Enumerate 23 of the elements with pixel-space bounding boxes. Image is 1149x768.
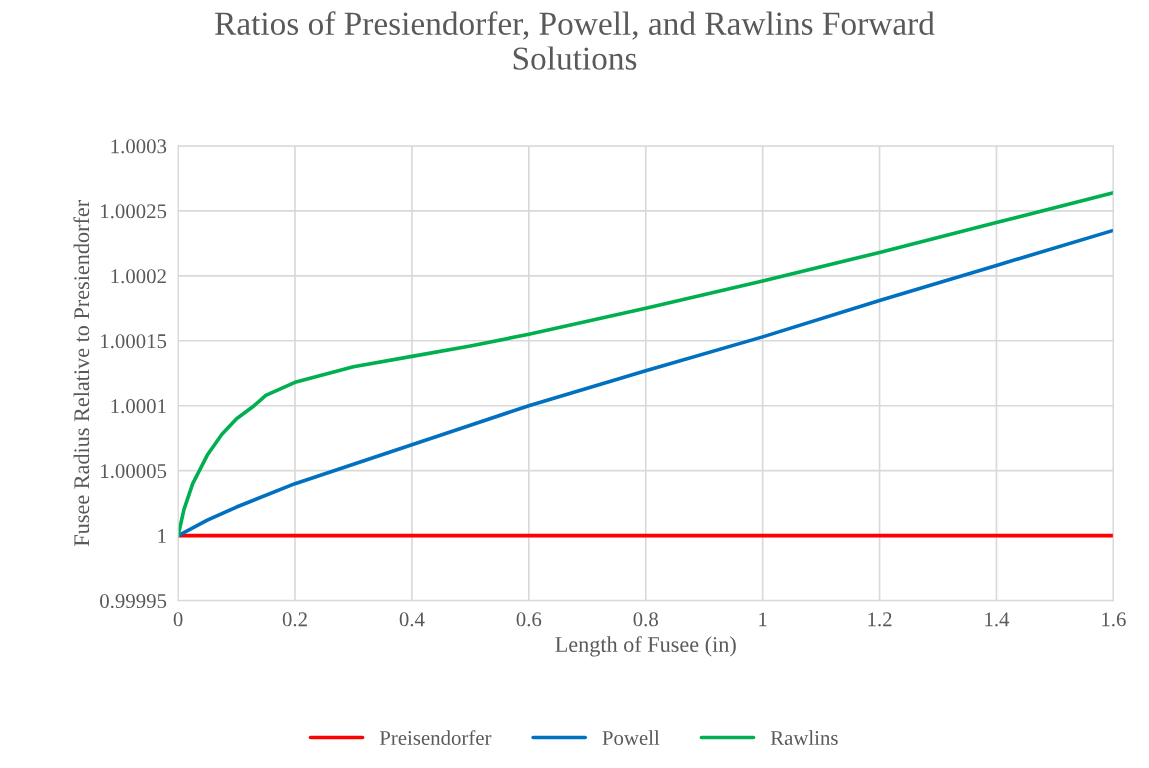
y-tick-label: 1.0002 — [111, 269, 166, 284]
x-axis-title: Length of Fusee (in) — [555, 636, 736, 657]
x-tick-label: 1.6 — [1102, 612, 1126, 627]
y-tick-label: 1.00025 — [101, 204, 167, 219]
y-tick-label: 1.00015 — [101, 334, 167, 349]
y-tick-label: 1.00005 — [101, 464, 167, 479]
chart-title: Ratios of Presiendorfer, Powell, and Rawlins Forward Solutions — [215, 11, 935, 70]
y-tick-label: 1.0001 — [111, 399, 166, 414]
x-tick-label: 1.2 — [868, 612, 892, 627]
legend-label: Preisendorfer — [379, 730, 492, 746]
legend-label: Rawlins — [770, 730, 838, 746]
x-tick-label: 0.6 — [516, 612, 542, 627]
x-tick-label: 0.4 — [399, 612, 425, 627]
x-tick-label: 1 — [759, 612, 767, 627]
x-tick-label: 0.2 — [282, 612, 307, 627]
x-tick-label: 0 — [173, 612, 183, 627]
x-tick-label: 0.8 — [633, 612, 658, 627]
y-tick-label: 1.0003 — [111, 139, 167, 154]
y-tick-label: 1 — [158, 529, 166, 543]
legend-label: Powell — [602, 730, 660, 746]
x-tick-label: 1.4 — [985, 612, 1010, 627]
y-axis-title: Fusee Radius Relative to Presiendorfer — [73, 200, 90, 547]
y-tick-label: 0.99995 — [100, 593, 167, 609]
